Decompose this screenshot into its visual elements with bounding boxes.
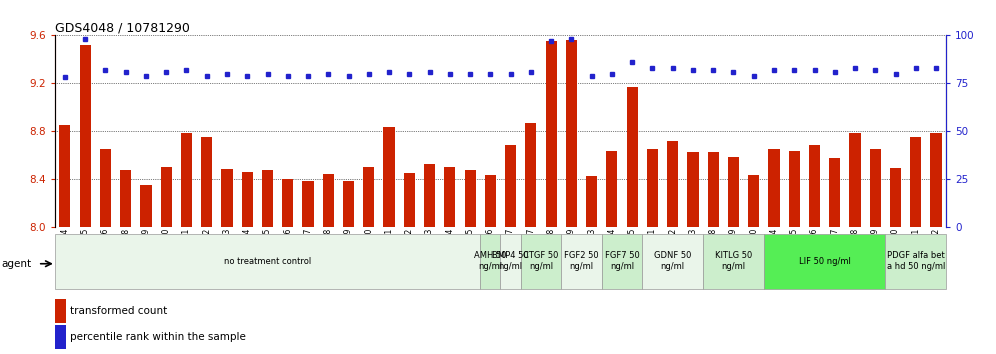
Bar (485, 175, 496, 227)
Text: FGF2 50
ng/ml: FGF2 50 ng/ml (564, 251, 599, 271)
Bar (626, 87, 637, 227)
Bar (667, 141, 678, 227)
Bar (850, 133, 861, 227)
Bar (809, 145, 820, 227)
FancyBboxPatch shape (55, 234, 480, 289)
Bar (444, 167, 455, 227)
Text: percentile rank within the sample: percentile rank within the sample (70, 332, 246, 342)
Text: BMP4 50
ng/ml: BMP4 50 ng/ml (492, 251, 529, 271)
Bar (121, 170, 131, 227)
Text: CTGF 50
ng/ml: CTGF 50 ng/ml (523, 251, 559, 271)
FancyBboxPatch shape (521, 234, 562, 289)
FancyBboxPatch shape (562, 234, 602, 289)
Bar (364, 167, 374, 227)
Bar (55, 325, 66, 349)
Bar (160, 167, 171, 227)
Text: LIF 50 ng/ml: LIF 50 ng/ml (799, 257, 851, 266)
Bar (525, 122, 537, 227)
Text: agent: agent (1, 259, 31, 269)
Bar (60, 125, 71, 227)
Bar (201, 137, 212, 227)
Text: no treatment control: no treatment control (224, 257, 311, 266)
Text: FGF7 50
ng/ml: FGF7 50 ng/ml (605, 251, 639, 271)
Bar (181, 133, 192, 227)
Bar (323, 174, 334, 227)
Bar (646, 149, 658, 227)
Text: KITLG 50
ng/ml: KITLG 50 ng/ml (715, 251, 752, 271)
Bar (80, 45, 91, 227)
Bar (566, 40, 577, 227)
Bar (728, 157, 739, 227)
Bar (789, 151, 800, 227)
Bar (707, 153, 719, 227)
FancyBboxPatch shape (642, 234, 703, 289)
Bar (870, 149, 880, 227)
Bar (262, 170, 273, 227)
Text: AMH 50
ng/ml: AMH 50 ng/ml (474, 251, 507, 271)
FancyBboxPatch shape (480, 234, 501, 289)
Bar (607, 151, 618, 227)
Bar (769, 149, 780, 227)
Bar (748, 175, 759, 227)
Bar (890, 168, 901, 227)
Bar (303, 181, 314, 227)
Text: GDS4048 / 10781290: GDS4048 / 10781290 (55, 21, 189, 34)
FancyBboxPatch shape (885, 234, 946, 289)
Text: GDNF 50
ng/ml: GDNF 50 ng/ml (654, 251, 691, 271)
Bar (546, 41, 557, 227)
Bar (403, 173, 415, 227)
Bar (424, 165, 435, 227)
Bar (687, 153, 698, 227)
Text: PDGF alfa bet
a hd 50 ng/ml: PDGF alfa bet a hd 50 ng/ml (886, 251, 945, 271)
Bar (505, 145, 516, 227)
Bar (910, 137, 921, 227)
Bar (343, 181, 355, 227)
Bar (464, 170, 476, 227)
Bar (55, 299, 66, 323)
Bar (242, 172, 253, 227)
Bar (586, 176, 598, 227)
Bar (930, 133, 941, 227)
Bar (282, 179, 294, 227)
Bar (221, 169, 232, 227)
Bar (830, 159, 841, 227)
Bar (140, 185, 151, 227)
FancyBboxPatch shape (764, 234, 885, 289)
FancyBboxPatch shape (501, 234, 521, 289)
Bar (100, 149, 111, 227)
Bar (383, 127, 394, 227)
FancyBboxPatch shape (703, 234, 764, 289)
Text: transformed count: transformed count (70, 306, 167, 316)
FancyBboxPatch shape (602, 234, 642, 289)
